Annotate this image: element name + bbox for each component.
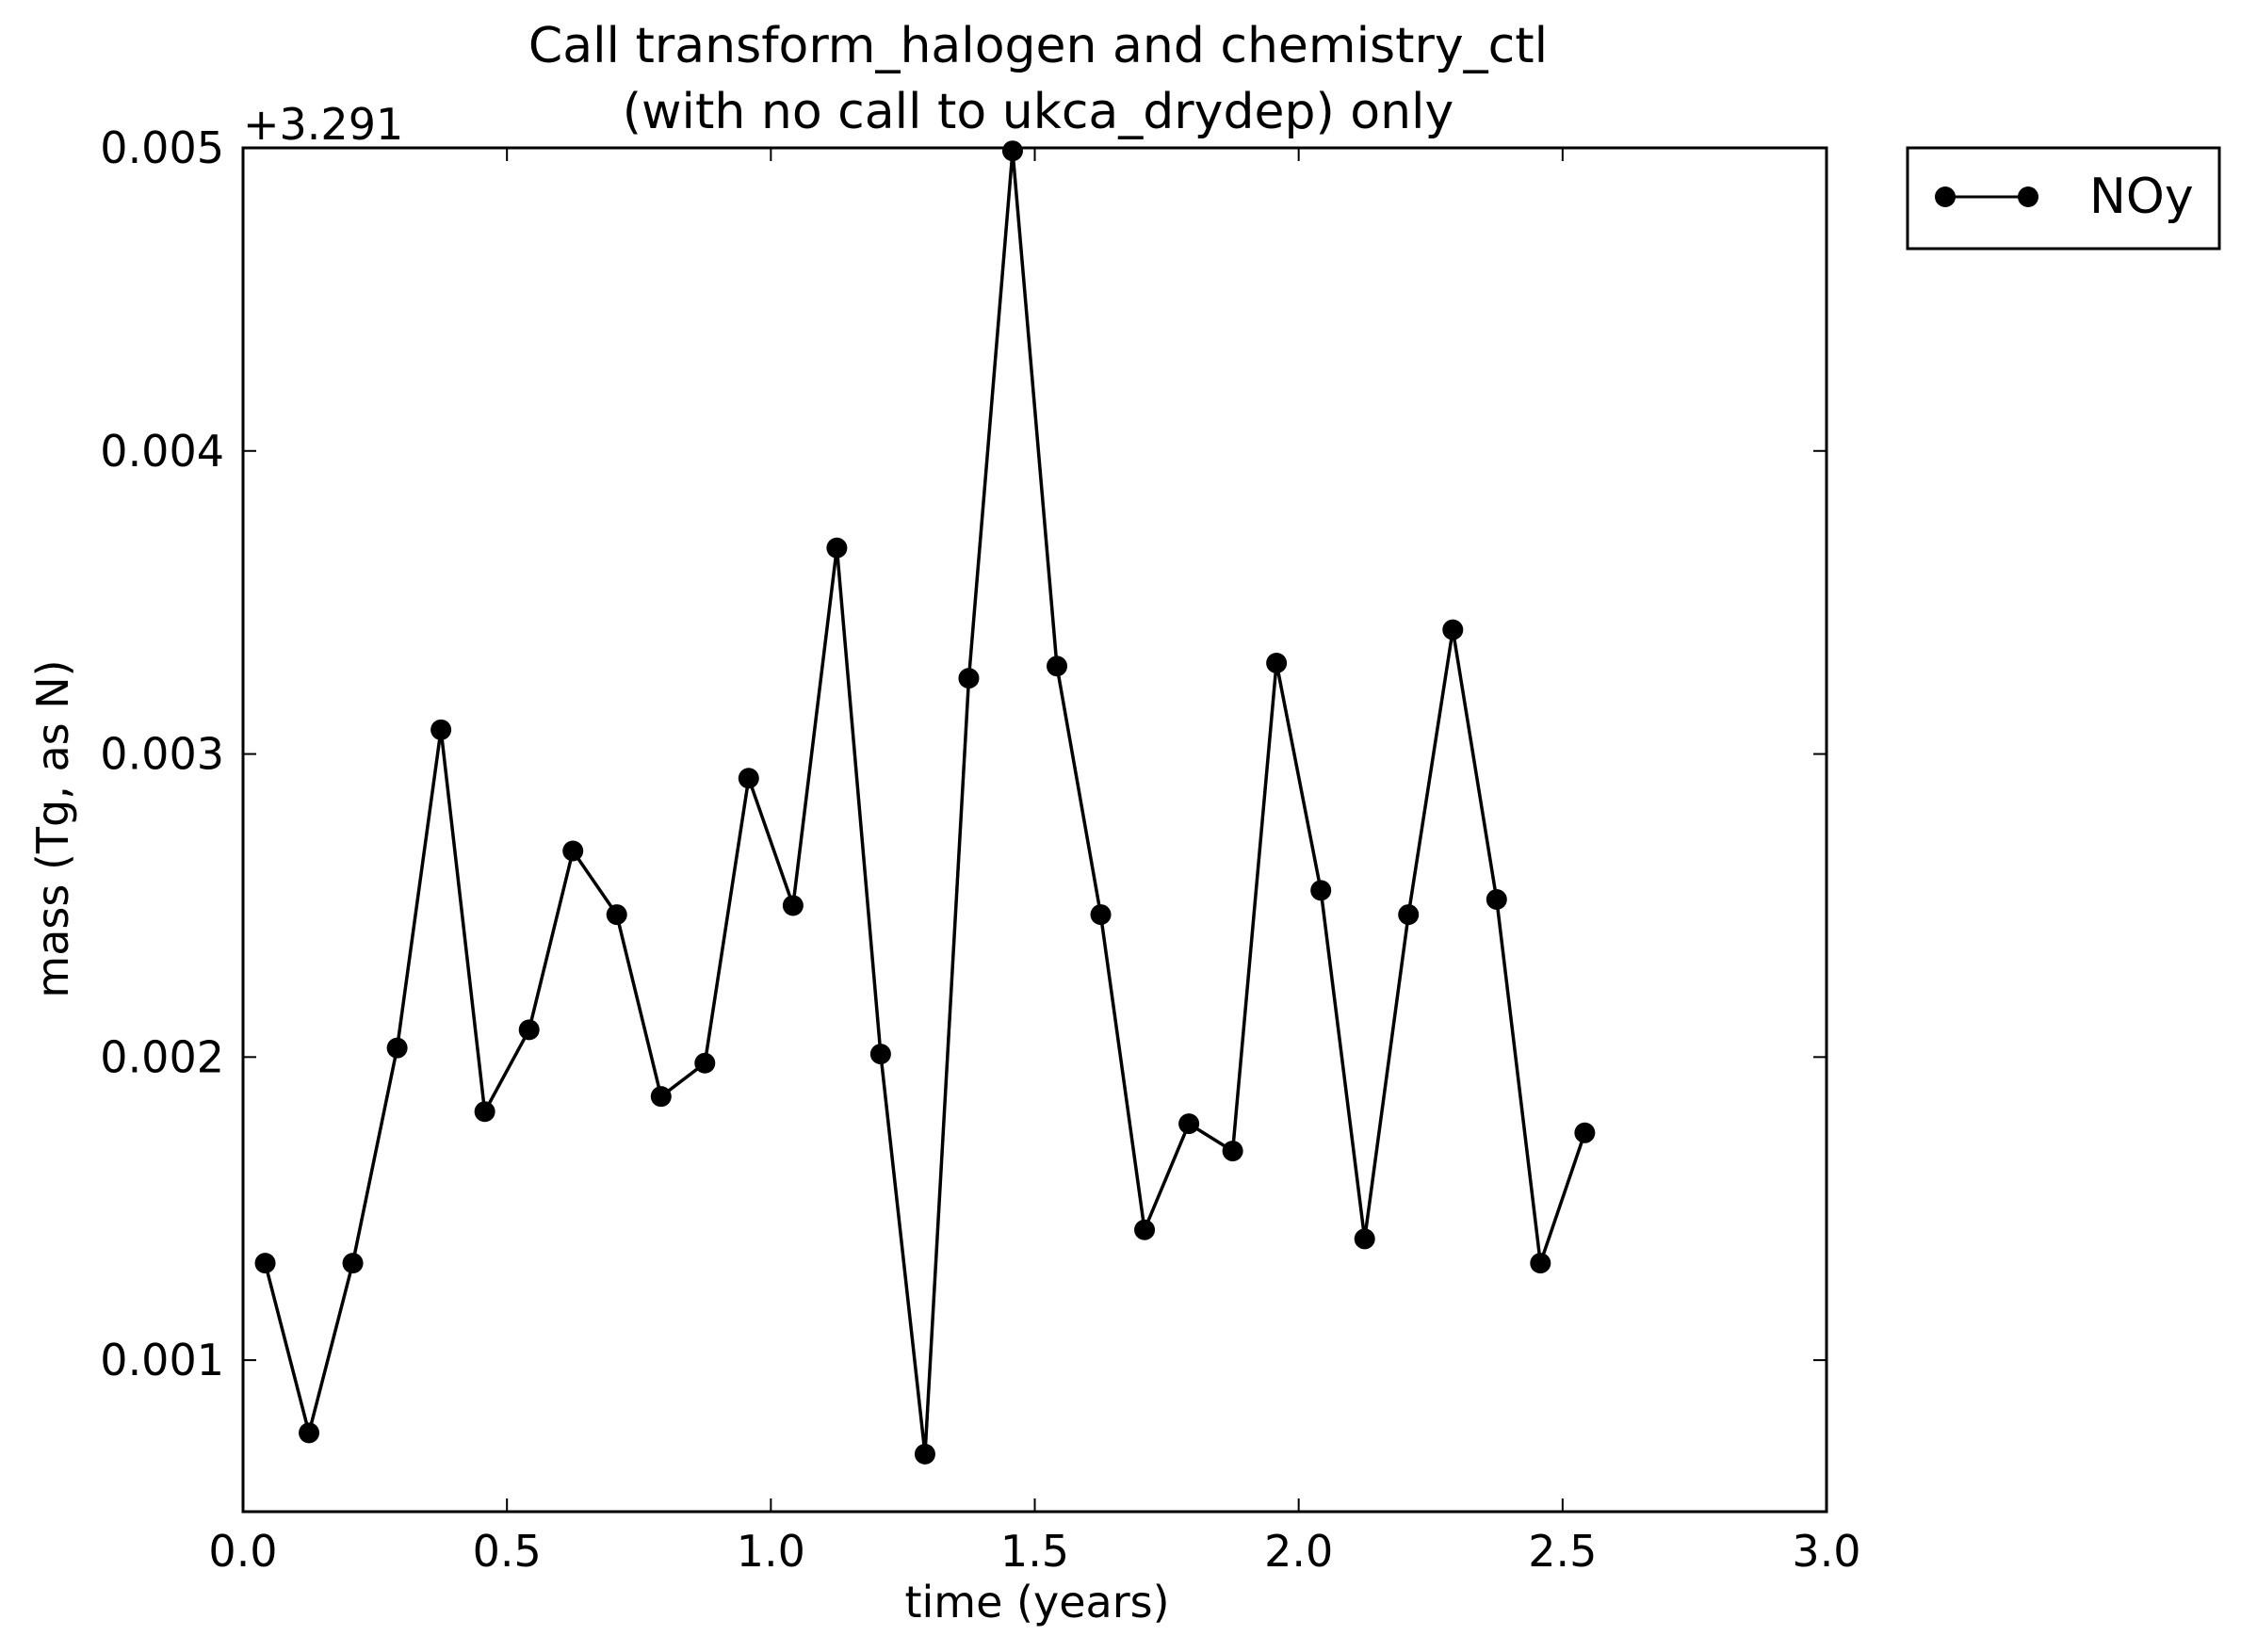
- x-axis-label: time (years): [904, 1577, 1169, 1628]
- y-tick-label: 0.001: [100, 1335, 224, 1385]
- data-point-noy: [299, 1422, 320, 1444]
- x-tick-label: 1.0: [737, 1526, 805, 1577]
- plot-frame: [241, 146, 1828, 1514]
- y-tick-label: 0.002: [100, 1031, 224, 1082]
- data-point-noy: [1001, 140, 1023, 162]
- data-point-noy: [1134, 1219, 1156, 1240]
- data-point-noy: [914, 1443, 935, 1465]
- y-axis-label: mass (Tg, as N): [27, 659, 78, 997]
- data-point-noy: [782, 895, 804, 916]
- plot-area: 0.0 0.5 1.0 1.5 2.0 2.5 3.0 0.001 0.002 0.003 0.00…: [100, 122, 1860, 1577]
- legend: NOy: [1906, 146, 2221, 251]
- data-point-noy: [1354, 1228, 1375, 1250]
- chart-title-line-1: Call transform_halogen and chemistry_ctl: [528, 18, 1548, 74]
- data-point-noy: [958, 668, 980, 689]
- data-point-noy: [254, 1253, 276, 1274]
- y-offset-label: +3.291: [243, 99, 403, 150]
- data-point-noy: [1310, 880, 1332, 901]
- x-tick-label: 1.5: [1000, 1526, 1069, 1577]
- legend-marker-left: [1935, 186, 1956, 207]
- legend-marker-right: [2018, 186, 2038, 207]
- data-point-noy: [1266, 653, 1288, 674]
- data-point-noy: [430, 719, 452, 740]
- data-point-noy: [474, 1101, 495, 1123]
- y-tick-label: 0.004: [100, 426, 224, 477]
- data-point-noy: [1486, 889, 1507, 911]
- data-point-noy: [869, 1044, 891, 1065]
- data-point-noy: [650, 1086, 672, 1108]
- data-point-noy: [1090, 904, 1112, 926]
- y-tick-label: 0.003: [100, 729, 224, 780]
- data-point-noy: [738, 768, 759, 789]
- data-point-noy: [694, 1052, 716, 1074]
- data-point-noy: [1398, 904, 1420, 926]
- x-tick-label: 3.0: [1792, 1526, 1860, 1577]
- data-point-noy: [386, 1037, 408, 1059]
- x-tick-label: 0.5: [473, 1526, 542, 1577]
- data-point-noy: [562, 840, 584, 862]
- data-point-noy: [1530, 1253, 1551, 1274]
- x-tick-label: 0.0: [208, 1526, 277, 1577]
- chart-title-line-2: (with no call to ukca_drydep) only: [623, 84, 1454, 140]
- x-tick-label: 2.0: [1264, 1526, 1333, 1577]
- data-point-noy: [1574, 1122, 1596, 1143]
- legend-label-noy: NOy: [2089, 169, 2194, 225]
- data-point-noy: [826, 537, 848, 559]
- data-point-noy: [1442, 619, 1464, 640]
- data-point-noy: [606, 904, 627, 926]
- series-line-noy: [263, 149, 1587, 1456]
- y-tick-label: 0.005: [100, 122, 224, 173]
- x-tick-label: 2.5: [1528, 1526, 1597, 1577]
- data-point-noy: [518, 1019, 540, 1041]
- data-point-noy: [1178, 1113, 1200, 1135]
- data-point-noy: [1047, 656, 1068, 677]
- data-point-noy: [1222, 1141, 1243, 1162]
- data-point-noy: [342, 1253, 364, 1274]
